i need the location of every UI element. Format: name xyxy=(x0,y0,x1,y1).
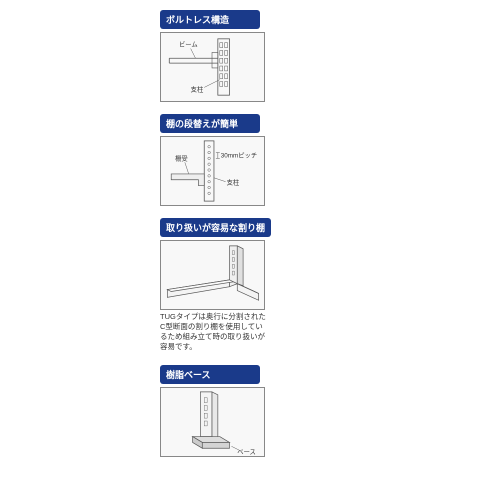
svg-text:支柱: 支柱 xyxy=(227,178,240,187)
svg-text:棚受: 棚受 xyxy=(175,153,188,162)
diagram-resin-base: ベース xyxy=(160,387,265,457)
feature-header: 棚の段替えが簡単 xyxy=(160,114,260,133)
svg-text:ベース: ベース xyxy=(237,448,256,456)
svg-text:30mmピッチ: 30mmピッチ xyxy=(221,151,257,159)
diagram-boltless: ビーム 支柱 xyxy=(160,32,265,102)
feature-caption: TUGタイプは奥行に分割されたC型断面の割り棚を使用しているため組み立て時の取り… xyxy=(160,312,268,353)
feature-boltless: ボルトレス構造 xyxy=(160,10,310,102)
feature-resin-base: 樹脂ベース ベース xyxy=(160,365,310,457)
feature-header: 取り扱いが容易な割り棚 xyxy=(160,218,271,237)
feature-shelf-change: 棚の段替えが簡単 30mmピッチ xyxy=(160,114,310,206)
diagram-shelf-change: 30mmピッチ 棚受 支柱 xyxy=(160,136,265,206)
feature-header: 樹脂ベース xyxy=(160,365,260,384)
diagram-split-shelf xyxy=(160,240,265,310)
feature-list: ボルトレス構造 xyxy=(160,10,310,469)
svg-text:支柱: 支柱 xyxy=(191,84,204,93)
feature-header: ボルトレス構造 xyxy=(160,10,260,29)
feature-split-shelf: 取り扱いが容易な割り棚 TUGタイプは奥行に分割されたC型断面の割り棚を使 xyxy=(160,218,310,353)
svg-text:ビーム: ビーム xyxy=(179,40,198,49)
